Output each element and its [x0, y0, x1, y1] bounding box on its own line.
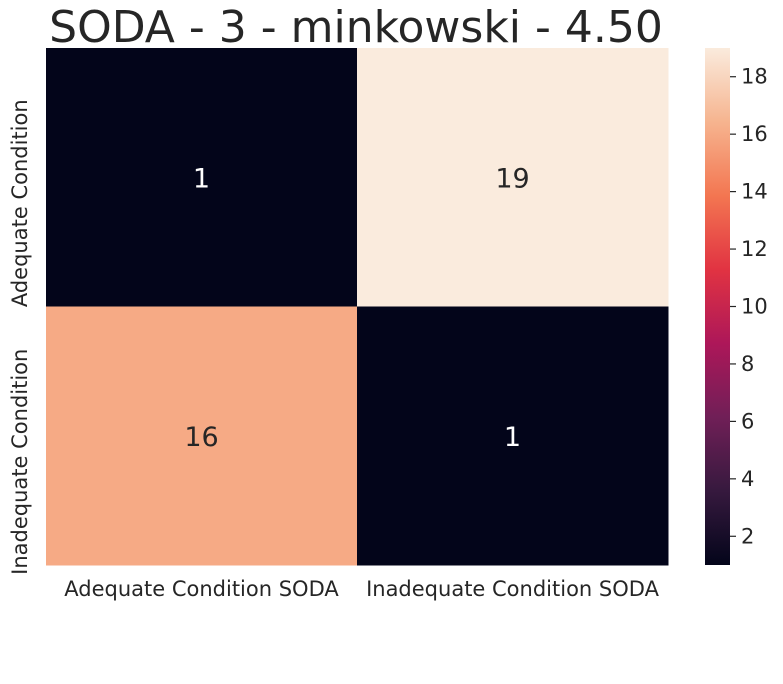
colorbar-tick-label-3: 8 — [741, 352, 754, 376]
colorbar-tick-label-2: 6 — [741, 409, 754, 433]
x-axis-labels: Adequate Condition SODA Inadequate Condit… — [64, 577, 659, 601]
x-tick-label-1: Inadequate Condition SODA — [366, 577, 660, 601]
chart-title: SODA - 3 - minkowski - 4.50 — [49, 2, 663, 53]
cell-value-label-r1-c0: 16 — [184, 422, 218, 453]
colorbar-tick-label-7: 16 — [741, 122, 768, 146]
colorbar-tick-label-1: 4 — [741, 467, 754, 491]
heatmap-cell-r0-c0 — [46, 48, 358, 307]
heatmap-cell-r0-c1 — [357, 48, 669, 307]
colorbar-tick-label-6: 14 — [741, 180, 768, 204]
colorbar-tick-label-0: 2 — [741, 524, 754, 548]
heatmap-cell-r1-c0 — [46, 306, 358, 566]
cell-value-label-r0-c0: 1 — [193, 163, 210, 194]
x-tick-label-0: Adequate Condition SODA — [64, 577, 339, 601]
colorbar-tick-label-4: 10 — [741, 295, 768, 319]
colorbar: 2 4 6 8 10 12 14 16 18 — [705, 48, 768, 565]
colorbar-gradient — [705, 48, 730, 565]
heatmap-cell-r1-c1 — [357, 306, 669, 566]
cell-value-label-r0-c1: 19 — [495, 163, 529, 194]
y-axis-labels: Adequate Condition Inadequate Condition — [8, 99, 32, 574]
cell-value-label-r1-c1: 1 — [504, 422, 521, 453]
colorbar-tick-label-5: 12 — [741, 237, 768, 261]
heatmap-cells: 1 19 16 1 — [46, 48, 669, 566]
colorbar-tick-label-8: 18 — [741, 65, 768, 89]
y-tick-label-1: Inadequate Condition — [8, 349, 32, 575]
y-tick-label-0: Adequate Condition — [8, 99, 32, 307]
